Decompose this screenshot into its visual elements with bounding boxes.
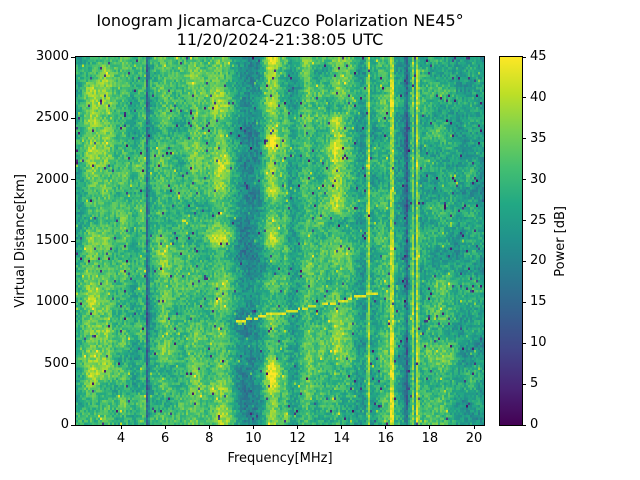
x-tick-mark	[208, 425, 210, 429]
x-tick-mark	[429, 425, 431, 429]
y-tick-label: 2500	[35, 110, 69, 126]
y-tick-label: 3000	[35, 49, 69, 64]
y-tick-mark	[71, 424, 75, 426]
x-tick-mark	[252, 425, 254, 429]
y-tick-mark	[71, 56, 75, 58]
x-tick-label: 12	[289, 431, 306, 446]
x-tick-label: 8	[205, 431, 214, 446]
y-tick-label: 1000	[35, 294, 69, 310]
chart-title: Ionogram Jicamarca-Cuzco Polarization NE…	[76, 11, 484, 49]
plot-area	[75, 56, 485, 426]
colorbar-tick-label: 35	[530, 130, 547, 146]
x-tick-label: 18	[421, 431, 439, 446]
x-tick-mark	[164, 425, 166, 429]
colorbar-tick-mark	[522, 220, 526, 222]
y-tick-label: 2000	[35, 171, 69, 187]
y-tick-mark	[71, 179, 75, 181]
chart-title-line1: Ionogram Jicamarca-Cuzco Polarization NE…	[96, 11, 464, 30]
x-tick-label: 16	[377, 431, 395, 446]
x-tick-mark	[341, 425, 343, 429]
colorbar-tick-mark	[522, 342, 526, 344]
colorbar-tick-label: 0	[530, 417, 539, 432]
x-tick-label: 20	[465, 431, 483, 446]
colorbar	[499, 56, 523, 426]
y-tick-label: 1500	[35, 233, 69, 248]
colorbar-tick-label: 10	[530, 335, 547, 351]
y-tick-label: 500	[44, 355, 69, 371]
colorbar-tick-mark	[522, 301, 526, 303]
y-tick-mark	[71, 363, 75, 365]
x-tick-label: 10	[245, 431, 262, 446]
colorbar-tick-mark	[522, 56, 526, 58]
colorbar-tick-mark	[522, 424, 526, 426]
colorbar-tick-label: 40	[530, 89, 547, 105]
x-tick-label: 4	[116, 431, 126, 446]
x-tick-mark	[297, 425, 299, 429]
colorbar-tick-label: 20	[530, 253, 547, 269]
x-tick-label: 14	[333, 431, 350, 446]
x-axis-label: Frequency[MHz]	[227, 451, 333, 466]
colorbar-label: Power [dB]	[551, 57, 569, 425]
x-tick-mark	[120, 425, 122, 429]
y-tick-mark	[71, 240, 75, 242]
colorbar-tick-label: 5	[530, 376, 539, 392]
colorbar-tick-mark	[522, 179, 526, 181]
x-tick-label: 6	[161, 431, 170, 446]
colorbar-tick-mark	[522, 260, 526, 262]
y-tick-label: 0	[60, 417, 69, 432]
x-tick-mark	[385, 425, 387, 429]
colorbar-tick-label: 45	[530, 49, 547, 64]
colorbar-tick-label: 25	[530, 212, 547, 228]
chart-title-line2: 11/20/2024-21:38:05 UTC	[176, 30, 384, 49]
colorbar-tick-mark	[522, 97, 526, 99]
colorbar-tick-label: 15	[530, 294, 547, 310]
y-tick-mark	[71, 117, 75, 119]
colorbar-tick-mark	[522, 138, 526, 140]
colorbar-tick-mark	[522, 383, 526, 385]
colorbar-tick-label: 30	[530, 171, 547, 187]
ionogram-heatmap	[76, 57, 484, 425]
x-tick-mark	[473, 425, 475, 429]
y-tick-mark	[71, 301, 75, 303]
